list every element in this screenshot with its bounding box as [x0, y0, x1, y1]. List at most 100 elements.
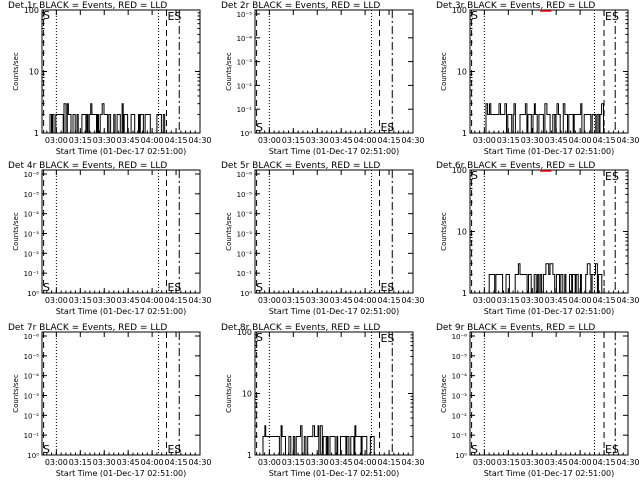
- panel-det-1r: [41, 9, 201, 134]
- y-tick-label: 10⁰: [455, 452, 467, 460]
- x-tick-label: 03:45: [545, 458, 568, 467]
- panel-title: Det 1r BLACK = Events, RED = LLD: [8, 1, 167, 11]
- x-tick-label: 04:00: [354, 458, 377, 467]
- y-tick-label: 10⁻⁵: [452, 353, 468, 361]
- x-tick-label: 03:30: [521, 296, 544, 305]
- y-tick-label: 10⁻⁵: [24, 191, 40, 199]
- annotation-es: ES: [380, 121, 394, 134]
- x-tick-label: 03:00: [258, 136, 281, 145]
- x-tick-label: 03:30: [306, 136, 329, 145]
- x-axis-label: Start Time (01-Dec-17 02:51:00): [56, 147, 187, 156]
- panel-title: Det 2r BLACK = Events, RED = LLD: [221, 1, 380, 11]
- x-tick-label: 03:15: [497, 136, 520, 145]
- y-tick-label: 10⁻⁴: [237, 211, 253, 219]
- x-tick-label: 03:30: [306, 296, 329, 305]
- y-tick-label: 10⁻¹: [24, 270, 40, 278]
- panel-title: Det 9r BLACK = Events, RED = LLD: [436, 323, 595, 333]
- panel-det-7r: [41, 331, 201, 456]
- y-tick-label: 10⁻¹: [452, 432, 468, 440]
- y-tick-label: 10⁻³: [237, 59, 253, 67]
- y-tick-label: 1: [247, 451, 252, 460]
- annotation-es: ES: [167, 10, 181, 23]
- x-tick-label: 04:15: [165, 296, 188, 305]
- annotation-s: S: [471, 9, 478, 22]
- x-tick-label: 03:00: [473, 458, 496, 467]
- y-tick-label: 10⁻⁶: [24, 171, 40, 179]
- x-tick-label: 03:15: [69, 458, 92, 467]
- x-tick-label: 04:15: [593, 136, 616, 145]
- y-axis-label: Counts/sec: [440, 52, 448, 91]
- x-tick-label: 03:45: [330, 136, 353, 145]
- x-axis-label: Start Time (01-Dec-17 02:51:00): [484, 469, 615, 478]
- y-tick-label: 10⁰: [27, 290, 39, 298]
- x-tick-label: 04:00: [141, 296, 164, 305]
- x-axis-label: Start Time (01-Dec-17 02:51:00): [484, 307, 615, 316]
- y-axis-label: Counts/sec: [12, 52, 20, 91]
- events-series-trace: [488, 263, 603, 294]
- x-tick-label: 04:30: [401, 458, 424, 467]
- annotation-es: ES: [605, 170, 619, 183]
- events-series-trace: [49, 103, 166, 134]
- x-tick-label: 04:00: [569, 458, 592, 467]
- x-tick-label: 04:30: [616, 296, 639, 305]
- x-tick-label: 04:00: [354, 136, 377, 145]
- y-axis-label: Counts/sec: [12, 374, 20, 413]
- annotation-es: ES: [167, 443, 181, 456]
- annotation-s: S: [256, 121, 263, 134]
- x-tick-label: 04:30: [188, 458, 211, 467]
- annotation-es: ES: [605, 10, 619, 23]
- y-tick-label: 10: [29, 68, 39, 77]
- x-tick-label: 03:45: [117, 136, 140, 145]
- x-tick-label: 04:30: [401, 136, 424, 145]
- x-tick-label: 04:00: [141, 458, 164, 467]
- x-tick-label: 04:15: [593, 458, 616, 467]
- y-tick-label: 1: [462, 129, 467, 138]
- x-tick-label: 03:15: [497, 296, 520, 305]
- panel-det-2r: [254, 9, 414, 134]
- y-axis-label: Counts/sec: [440, 212, 448, 251]
- x-tick-label: 03:30: [93, 296, 116, 305]
- y-tick-label: 100: [452, 166, 467, 175]
- x-tick-label: 03:15: [282, 458, 305, 467]
- y-tick-label: 10⁻³: [24, 231, 40, 239]
- events-series-trace: [485, 103, 605, 134]
- x-axis-label: Start Time (01-Dec-17 02:51:00): [484, 147, 615, 156]
- y-tick-label: 10⁻²: [452, 412, 468, 420]
- x-tick-label: 03:30: [93, 136, 116, 145]
- annotation-s: S: [43, 443, 50, 456]
- y-tick-label: 10⁻⁵: [237, 11, 253, 19]
- x-tick-label: 04:15: [378, 296, 401, 305]
- y-tick-label: 10⁻³: [237, 231, 253, 239]
- x-tick-label: 03:45: [545, 136, 568, 145]
- x-tick-label: 03:45: [117, 296, 140, 305]
- x-axis-label: Start Time (01-Dec-17 02:51:00): [56, 469, 187, 478]
- y-tick-label: 10⁻⁶: [24, 333, 40, 341]
- annotation-s: S: [43, 281, 50, 294]
- x-tick-label: 04:30: [616, 136, 639, 145]
- x-tick-label: 03:45: [545, 296, 568, 305]
- y-tick-label: 10⁻⁴: [452, 373, 468, 381]
- annotation-es: ES: [380, 281, 394, 294]
- y-tick-label: 10⁻²: [24, 412, 40, 420]
- y-tick-label: 10⁰: [27, 452, 39, 460]
- x-tick-label: 03:00: [45, 296, 68, 305]
- x-tick-label: 04:30: [401, 296, 424, 305]
- y-tick-label: 10⁻⁵: [24, 353, 40, 361]
- panel-title: Det 4r BLACK = Events, RED = LLD: [8, 161, 167, 171]
- panel-det-4r: [41, 169, 201, 294]
- x-tick-label: 03:45: [330, 296, 353, 305]
- x-tick-label: 04:15: [378, 458, 401, 467]
- x-tick-label: 03:15: [69, 136, 92, 145]
- plot-frame: [254, 9, 414, 134]
- panel-det-5r: [254, 169, 414, 294]
- y-tick-label: 10⁻⁶: [237, 171, 253, 179]
- y-tick-label: 10⁻³: [24, 393, 40, 401]
- x-tick-label: 04:30: [188, 136, 211, 145]
- y-tick-label: 100: [24, 6, 39, 15]
- annotation-es: ES: [167, 281, 181, 294]
- panel-det-9r: [469, 331, 629, 456]
- y-tick-label: 10⁻²: [237, 82, 253, 90]
- y-tick-label: 100: [452, 6, 467, 15]
- y-tick-label: 10⁻²: [24, 250, 40, 258]
- y-tick-label: 10⁰: [240, 290, 252, 298]
